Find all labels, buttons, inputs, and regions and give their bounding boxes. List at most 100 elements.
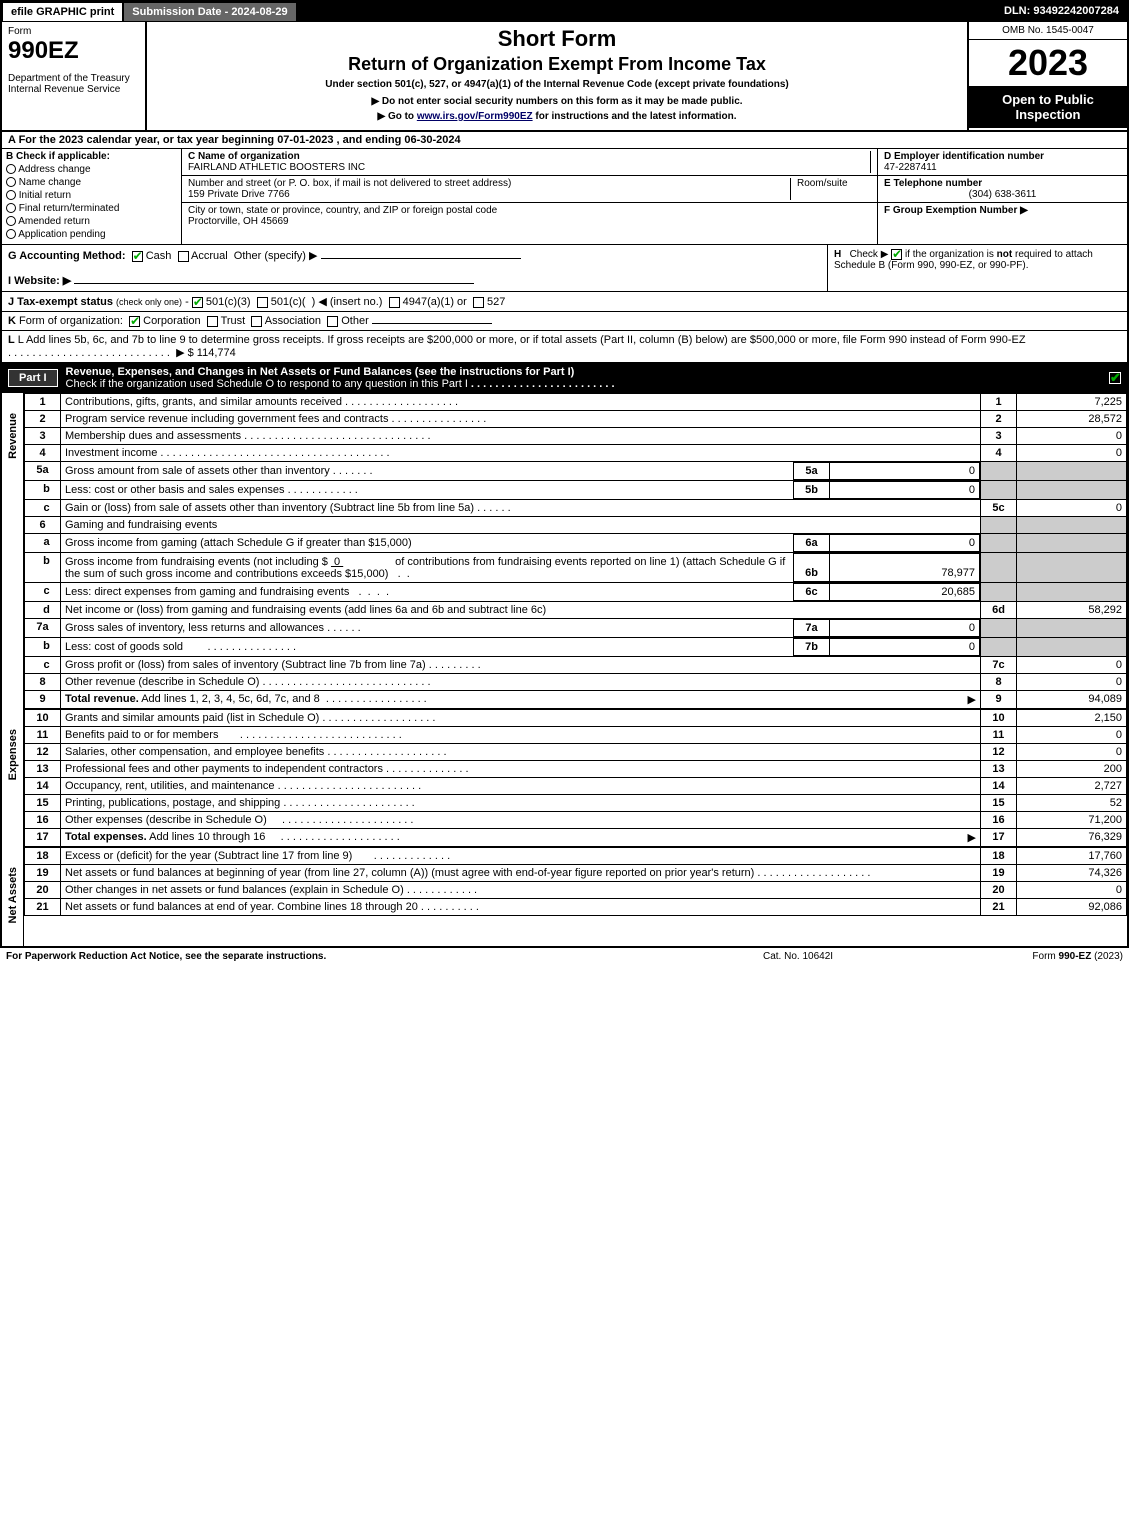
line-5c: cGain or (loss) from sale of assets othe… xyxy=(25,500,1127,517)
val-6c: 20,685 xyxy=(830,584,980,601)
line-6b: bGross income from fundraising events (n… xyxy=(25,553,1127,583)
addr-value: 159 Private Drive 7766 xyxy=(188,189,290,200)
line-6d: dNet income or (loss) from gaming and fu… xyxy=(25,602,1127,619)
line-18: 18Excess or (deficit) for the year (Subt… xyxy=(25,848,1127,865)
revenue-table: 1Contributions, gifts, grants, and simil… xyxy=(24,393,1127,709)
val-21: 92,086 xyxy=(1017,899,1127,916)
line-2: 2Program service revenue including gover… xyxy=(25,411,1127,428)
line-21: 21Net assets or fund balances at end of … xyxy=(25,899,1127,916)
line-14: 14Occupancy, rent, utilities, and mainte… xyxy=(25,778,1127,795)
chk-other-org[interactable] xyxy=(327,316,338,327)
form-number: 990EZ xyxy=(8,37,139,65)
efile-print[interactable]: efile GRAPHIC print xyxy=(2,2,123,22)
room-suite: Room/suite xyxy=(791,178,871,200)
form-container: efile GRAPHIC print Submission Date - 20… xyxy=(0,0,1129,948)
netassets-table: 18Excess or (deficit) for the year (Subt… xyxy=(24,847,1127,916)
line-10: 10Grants and similar amounts paid (list … xyxy=(25,710,1127,727)
chk-cash[interactable] xyxy=(132,251,143,262)
phone-value: (304) 638-3611 xyxy=(884,189,1121,200)
chk-amended-return[interactable]: Amended return xyxy=(6,216,177,227)
chk-address-change[interactable]: Address change xyxy=(6,164,177,175)
E-phone: E Telephone number(304) 638-3611 xyxy=(878,176,1127,203)
line-K: K Form of organization: Corporation Trus… xyxy=(2,312,1127,331)
val-9: 94,089 xyxy=(1017,691,1127,709)
line-A: A For the 2023 calendar year, or tax yea… xyxy=(2,132,1127,149)
line-6c: cLess: direct expenses from gaming and f… xyxy=(25,583,1127,602)
chk-trust[interactable] xyxy=(207,316,218,327)
line-H: H Check ▶ if the organization is not req… xyxy=(827,245,1127,291)
chk-4947[interactable] xyxy=(389,297,400,308)
title-short-form: Short Form xyxy=(151,26,963,52)
line-20: 20Other changes in net assets or fund ba… xyxy=(25,882,1127,899)
addr-label: Number and street (or P. O. box, if mail… xyxy=(188,178,511,189)
val-20: 0 xyxy=(1017,882,1127,899)
netassets-section: Net Assets 18Excess or (deficit) for the… xyxy=(2,847,1127,946)
val-14: 2,727 xyxy=(1017,778,1127,795)
line-GH: G Accounting Method: Cash Accrual Other … xyxy=(2,245,1127,292)
expenses-section: Expenses 10Grants and similar amounts pa… xyxy=(2,709,1127,847)
D-ein: D Employer identification number47-22874… xyxy=(878,149,1127,176)
chk-501c[interactable] xyxy=(257,297,268,308)
line-5b: bLess: cost or other basis and sales exp… xyxy=(25,481,1127,500)
chk-corp[interactable] xyxy=(129,316,140,327)
F-group: F Group Exemption Number ▶ xyxy=(878,203,1127,218)
val-5a: 0 xyxy=(830,463,980,480)
chk-schedule-b[interactable] xyxy=(891,249,902,260)
chk-application-pending[interactable]: Application pending xyxy=(6,229,177,240)
val-4: 0 xyxy=(1017,445,1127,462)
revenue-tab: Revenue xyxy=(2,393,24,709)
line-A-text: A For the 2023 calendar year, or tax yea… xyxy=(8,134,461,146)
line-11: 11Benefits paid to or for members . . . … xyxy=(25,727,1127,744)
chk-accrual[interactable] xyxy=(178,251,189,262)
org-name: FAIRLAND ATHLETIC BOOSTERS INC xyxy=(188,162,365,173)
header-right: OMB No. 1545-0047 2023 Open to Public In… xyxy=(967,22,1127,130)
val-19: 74,326 xyxy=(1017,865,1127,882)
section-BCDEF: B Check if applicable: Address change Na… xyxy=(2,149,1127,245)
val-7c: 0 xyxy=(1017,657,1127,674)
chk-name-change[interactable]: Name change xyxy=(6,177,177,188)
chk-assoc[interactable] xyxy=(251,316,262,327)
line-I: I Website: ▶ xyxy=(8,275,71,287)
val-6d: 58,292 xyxy=(1017,602,1127,619)
top-bar: efile GRAPHIC print Submission Date - 20… xyxy=(2,2,1127,22)
val-17: 76,329 xyxy=(1017,829,1127,847)
val-2: 28,572 xyxy=(1017,411,1127,428)
title-return: Return of Organization Exempt From Incom… xyxy=(151,54,963,75)
submission-date: Submission Date - 2024-08-29 xyxy=(123,2,296,22)
subtitle: Under section 501(c), 527, or 4947(a)(1)… xyxy=(151,79,963,90)
chk-501c3[interactable] xyxy=(192,297,203,308)
expenses-tab: Expenses xyxy=(2,709,24,847)
city-label: City or town, state or province, country… xyxy=(188,205,497,216)
line-7b: bLess: cost of goods sold . . . . . . . … xyxy=(25,638,1127,657)
line-7a: 7aGross sales of inventory, less returns… xyxy=(25,619,1127,638)
val-13: 200 xyxy=(1017,761,1127,778)
line-4: 4Investment income . . . . . . . . . . .… xyxy=(25,445,1127,462)
paperwork-notice: For Paperwork Reduction Act Notice, see … xyxy=(6,951,763,962)
line-3: 3Membership dues and assessments . . . .… xyxy=(25,428,1127,445)
L-value: ▶ $ 114,774 xyxy=(176,347,236,359)
omb-number: OMB No. 1545-0047 xyxy=(969,22,1127,40)
chk-initial-return[interactable]: Initial return xyxy=(6,190,177,201)
other-specify[interactable] xyxy=(321,258,521,259)
chk-527[interactable] xyxy=(473,297,484,308)
form-header: Form 990EZ Department of the Treasury In… xyxy=(2,22,1127,132)
line-15: 15Printing, publications, postage, and s… xyxy=(25,795,1127,812)
val-15: 52 xyxy=(1017,795,1127,812)
irs-link[interactable]: www.irs.gov/Form990EZ xyxy=(417,111,533,122)
line-7c: cGross profit or (loss) from sales of in… xyxy=(25,657,1127,674)
C-label: C Name of organization xyxy=(188,151,300,162)
val-16: 71,200 xyxy=(1017,812,1127,829)
chk-final-return[interactable]: Final return/terminated xyxy=(6,203,177,214)
city-value: Proctorville, OH 45669 xyxy=(188,216,289,227)
val-11: 0 xyxy=(1017,727,1127,744)
val-6a: 0 xyxy=(830,535,980,552)
city-cell: City or town, state or province, country… xyxy=(188,205,871,227)
line-8: 8Other revenue (describe in Schedule O) … xyxy=(25,674,1127,691)
col-B: B Check if applicable: Address change Na… xyxy=(2,149,182,244)
cat-no: Cat. No. 10642I xyxy=(763,951,963,962)
website-field[interactable] xyxy=(74,283,474,284)
line-9: 9Total revenue. Add lines 1, 2, 3, 4, 5c… xyxy=(25,691,1127,709)
val-8: 0 xyxy=(1017,674,1127,691)
chk-schedule-o[interactable] xyxy=(1109,372,1121,384)
header-center: Short Form Return of Organization Exempt… xyxy=(147,22,967,130)
